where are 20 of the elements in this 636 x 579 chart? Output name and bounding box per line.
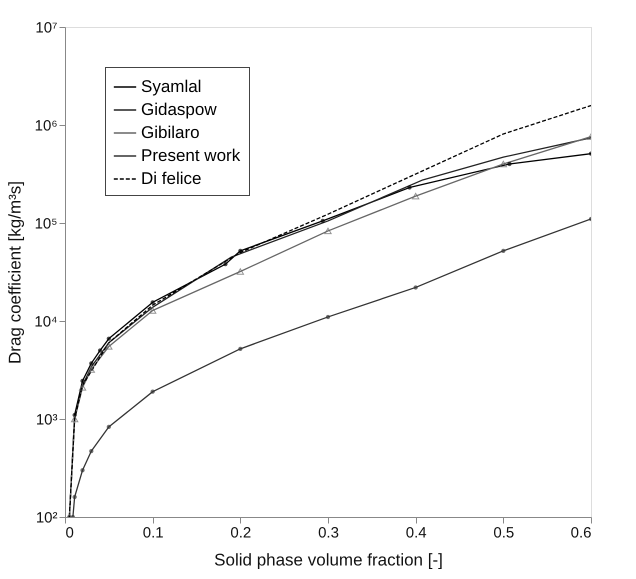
legend-label: Syamlal — [141, 77, 202, 96]
legend-label: Present work — [141, 146, 241, 165]
y-tick-label: 10⁵ — [34, 216, 58, 232]
x-tick-label: 0.2 — [230, 524, 252, 542]
x-tick-label: 0.6 — [570, 524, 592, 542]
x-tick-label: 0.5 — [493, 524, 514, 542]
x-tick-label: 0.3 — [318, 524, 339, 542]
legend-label: Gidaspow — [141, 100, 218, 119]
y-tick-label: 10⁴ — [34, 314, 58, 330]
x-tick-label: 0.1 — [142, 524, 164, 542]
legend-label: Di felice — [141, 169, 202, 188]
x-tick-label: 0 — [66, 524, 74, 542]
x-tick-label: 0.4 — [406, 524, 427, 542]
y-tick-label: 10³ — [36, 412, 58, 428]
x-axis-title: Solid phase volume fraction [-] — [214, 550, 443, 570]
y-tick-label: 10² — [36, 510, 58, 526]
y-tick-label: 10⁶ — [34, 118, 58, 134]
y-tick-label: 10⁷ — [35, 20, 58, 36]
legend-label: Gibilaro — [141, 123, 200, 142]
y-axis-title: Drag coefficient [kg/m³s] — [5, 181, 24, 364]
